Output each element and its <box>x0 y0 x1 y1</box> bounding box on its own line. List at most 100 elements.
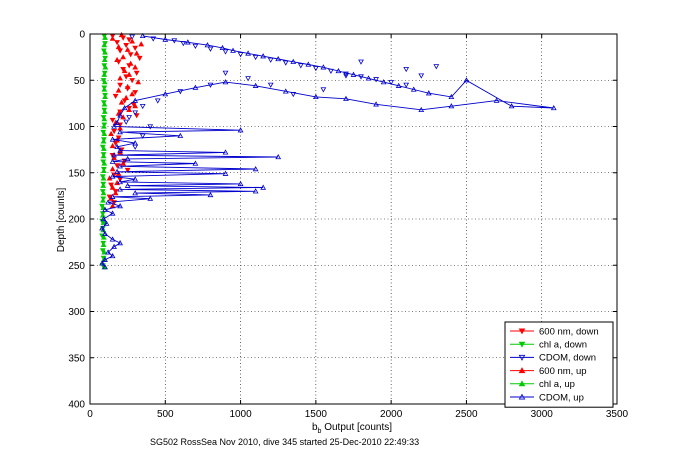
legend-item: chl a, up <box>510 379 575 390</box>
data-point <box>126 115 133 121</box>
data-point <box>204 42 211 48</box>
data-point <box>117 178 123 185</box>
data-point <box>109 236 116 242</box>
data-point <box>117 112 123 118</box>
data-point <box>129 38 136 44</box>
data-point <box>305 61 312 67</box>
data-point <box>100 145 107 151</box>
data-point <box>100 167 107 174</box>
data-point <box>132 64 139 70</box>
data-point <box>117 147 123 153</box>
y-tick-label: 250 <box>68 261 85 272</box>
data-point <box>132 140 139 146</box>
data-point <box>102 49 108 55</box>
data-point <box>320 64 327 70</box>
data-point <box>111 152 117 158</box>
data-point <box>108 130 114 137</box>
data-point <box>358 59 364 65</box>
data-point <box>109 173 116 179</box>
data-point <box>252 54 259 61</box>
data-point <box>267 57 274 63</box>
legend-item: CDOM, down <box>510 353 596 364</box>
series-2 <box>123 34 440 150</box>
data-point <box>260 184 267 190</box>
data-point <box>219 44 226 51</box>
legend-swatch-marker <box>518 328 526 335</box>
data-point <box>100 215 107 222</box>
series-line <box>101 35 554 268</box>
data-point <box>138 41 145 47</box>
data-point <box>550 104 557 111</box>
data-point <box>275 154 282 160</box>
data-point <box>117 129 123 135</box>
data-point <box>100 123 107 129</box>
y-tick-label: 100 <box>68 122 85 133</box>
data-point <box>129 91 136 97</box>
data-point <box>111 243 117 249</box>
data-point <box>127 60 134 66</box>
data-point <box>109 136 116 142</box>
data-point <box>245 76 251 82</box>
data-point <box>132 45 139 51</box>
data-point <box>237 180 244 187</box>
data-point <box>162 36 169 42</box>
data-point <box>100 153 107 159</box>
legend-label: chl a, down <box>539 340 587 351</box>
data-point <box>343 73 349 79</box>
data-point <box>267 82 274 88</box>
data-point <box>101 86 108 92</box>
data-point <box>132 190 139 196</box>
legend-box <box>504 321 614 408</box>
data-point <box>102 264 108 270</box>
legend-swatch-marker <box>518 393 526 400</box>
y-axis-label: Depth [counts] <box>56 188 67 253</box>
data-point <box>124 83 131 89</box>
data-point <box>365 75 372 81</box>
data-point <box>100 175 107 181</box>
data-point <box>102 230 108 236</box>
data-point <box>508 103 515 109</box>
data-point <box>380 79 387 85</box>
data-point <box>132 97 139 103</box>
data-point <box>117 186 123 192</box>
data-point <box>105 199 111 205</box>
data-point <box>109 193 116 199</box>
data-point <box>101 79 108 85</box>
data-point <box>147 195 154 201</box>
data-point <box>109 117 116 124</box>
data-point <box>100 182 107 188</box>
data-point <box>132 90 139 96</box>
data-point <box>127 52 134 58</box>
legend-label: CDOM, up <box>539 392 584 403</box>
data-point <box>109 158 116 164</box>
data-point <box>114 163 120 169</box>
data-point <box>100 241 107 248</box>
data-point <box>129 34 136 40</box>
data-point <box>463 77 470 83</box>
data-point <box>121 67 128 74</box>
data-point <box>136 55 143 62</box>
x-axis-label-subscript: b <box>318 428 322 435</box>
data-point <box>132 176 139 182</box>
data-point <box>260 53 267 59</box>
data-point <box>192 84 199 90</box>
data-point <box>101 42 108 48</box>
data-point <box>207 46 214 52</box>
data-point <box>121 104 128 111</box>
data-point <box>192 43 199 50</box>
data-point <box>102 64 109 70</box>
data-point <box>117 240 123 246</box>
data-point <box>102 34 108 40</box>
data-point <box>282 60 289 66</box>
x-tick-label: 500 <box>157 409 174 420</box>
data-point <box>111 154 117 161</box>
data-point <box>111 123 117 129</box>
data-point <box>100 219 107 225</box>
data-point <box>139 103 146 110</box>
data-point <box>101 116 108 122</box>
data-point <box>109 142 116 149</box>
data-point <box>126 71 133 77</box>
x-tick-label: 2000 <box>380 409 403 420</box>
data-point <box>132 110 139 116</box>
legend-label: CDOM, down <box>539 353 596 364</box>
